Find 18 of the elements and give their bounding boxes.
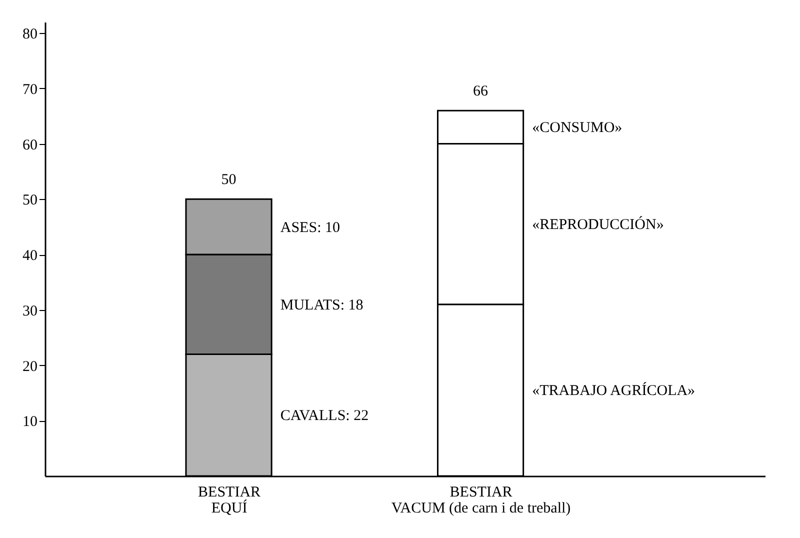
y-tick-label: 10 <box>22 414 38 430</box>
y-tick-label: 40 <box>22 248 38 264</box>
x-tick-label: BESTIAR VACUM (de carn i de treball) <box>391 484 571 516</box>
series-label: CAVALLS: 22 <box>280 408 369 424</box>
y-tick-label: 60 <box>22 137 38 154</box>
y-tick-label: 20 <box>22 358 38 375</box>
x-tick-label: BESTIAR EQUÍ <box>198 484 261 516</box>
total-label: 50 <box>221 172 236 188</box>
series-label: MULATS: 18 <box>280 297 364 314</box>
series-label: «REPRODUCCIÓN» <box>532 216 664 234</box>
total-label: 66 <box>473 84 489 100</box>
y-tick-label: 30 <box>22 303 38 320</box>
series-label: «CONSUMO» <box>532 120 622 136</box>
y-tick-label: 50 <box>22 192 38 209</box>
y-tick-label: 80 <box>22 26 38 43</box>
y-tick-label: 70 <box>22 82 38 98</box>
series-label: «TRABAJO AGRÍCOLA» <box>532 382 696 400</box>
series-label: ASES: 10 <box>280 220 340 236</box>
